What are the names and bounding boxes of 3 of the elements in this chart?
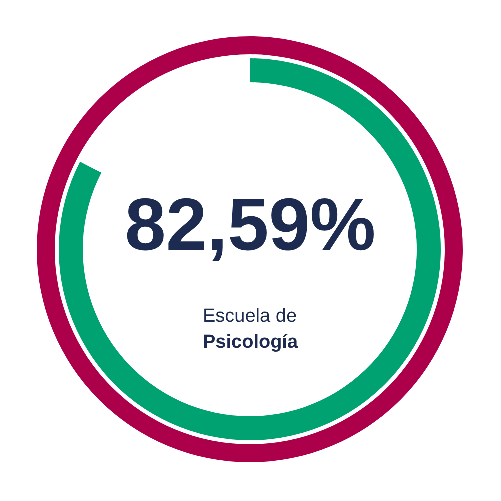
data-label: 82,59% <box>125 183 376 266</box>
text: Psicología <box>203 332 298 353</box>
text: Escuela de <box>203 306 298 327</box>
